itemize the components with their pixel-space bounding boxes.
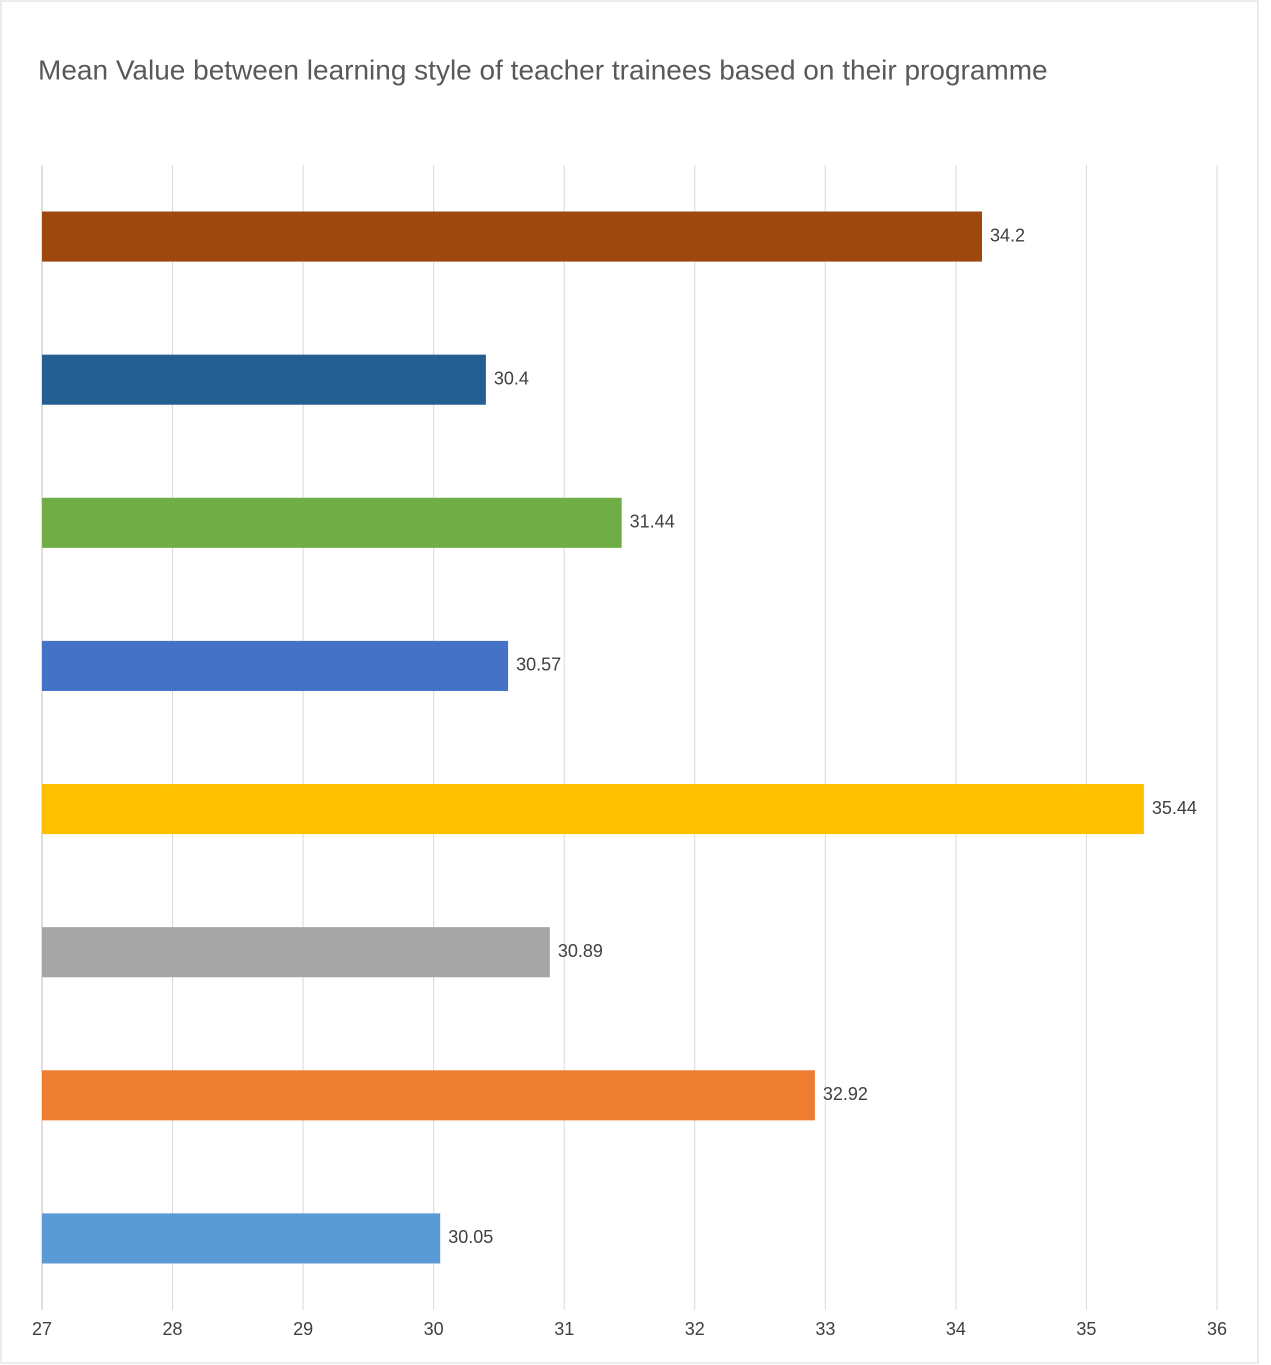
data-label: 32.92 [823, 1084, 868, 1104]
bar [42, 1213, 441, 1264]
x-tick-label: 28 [163, 1319, 183, 1339]
bar [42, 211, 982, 262]
x-tick-label: 36 [1207, 1319, 1227, 1339]
data-label: 31.44 [630, 512, 675, 532]
chart-title: Mean Value between learning style of tea… [38, 54, 1048, 85]
data-label: 30.4 [494, 368, 529, 388]
data-label: 30.89 [558, 941, 603, 961]
bar [42, 784, 1144, 835]
x-tick-label: 30 [424, 1319, 444, 1339]
bar [42, 640, 509, 691]
data-label: 35.44 [1152, 798, 1197, 818]
data-label: 30.57 [516, 655, 561, 675]
data-label: 34.2 [990, 225, 1025, 245]
x-tick-label: 31 [554, 1319, 574, 1339]
bar [42, 497, 622, 548]
bar [42, 354, 486, 405]
x-tick-label: 33 [815, 1319, 835, 1339]
bar [42, 1070, 815, 1121]
bar [42, 927, 550, 978]
x-tick-label: 32 [685, 1319, 705, 1339]
x-tick-label: 35 [1076, 1319, 1096, 1339]
data-label: 30.05 [448, 1227, 493, 1247]
x-tick-label: 29 [293, 1319, 313, 1339]
x-tick-label: 27 [32, 1319, 52, 1339]
x-tick-label: 34 [946, 1319, 966, 1339]
